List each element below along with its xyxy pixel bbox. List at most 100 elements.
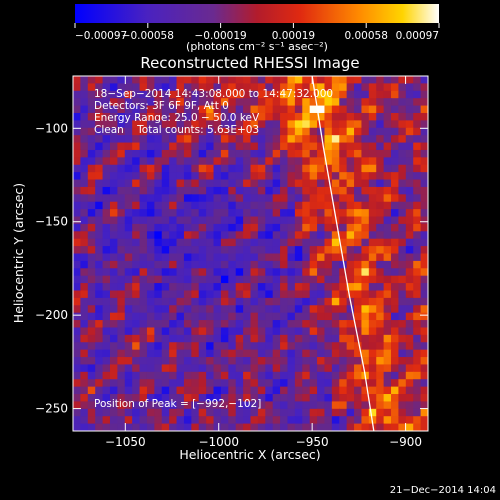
heatmap-cell (109, 216, 118, 225)
heatmap-cell (413, 90, 422, 99)
heatmap-cell (198, 379, 207, 388)
heatmap-cell (220, 401, 229, 410)
heatmap-cell (420, 149, 428, 158)
heatmap-cell (272, 112, 281, 121)
heatmap-cell (206, 209, 215, 218)
heatmap-cell (139, 246, 148, 255)
heatmap-cell (287, 120, 296, 129)
heatmap-cell (198, 275, 207, 284)
heatmap-cell (87, 334, 96, 343)
heatmap-cell (235, 342, 244, 351)
heatmap-cell (287, 98, 296, 107)
heatmap-cell (280, 357, 289, 366)
heatmap-cell (324, 297, 333, 306)
heatmap-cell (102, 98, 111, 107)
heatmap-cell (176, 186, 185, 195)
heatmap-cell (117, 246, 126, 255)
heatmap-cell (183, 120, 192, 129)
heatmap-cell (235, 327, 244, 336)
heatmap-cell (102, 194, 111, 203)
heatmap-cell (73, 394, 81, 403)
heatmap-cell (102, 312, 111, 321)
heatmap-cell (405, 371, 414, 380)
heatmap-cell (132, 246, 141, 255)
heatmap-cell (294, 312, 303, 321)
heatmap-cell (280, 112, 289, 121)
heatmap-cell (132, 268, 141, 277)
heatmap-cell (102, 112, 111, 121)
heatmap-cell (87, 297, 96, 306)
heatmap-cell (102, 260, 111, 269)
heatmap-cell (213, 394, 222, 403)
heatmap-cell (391, 98, 400, 107)
heatmap-cell (206, 83, 215, 92)
heatmap-cell (183, 394, 192, 403)
heatmap-cell (124, 334, 133, 343)
heatmap-cell (139, 194, 148, 203)
heatmap-cell (302, 423, 311, 431)
heatmap-cell (287, 312, 296, 321)
heatmap-cell (294, 342, 303, 351)
heatmap-cell (169, 379, 178, 388)
heatmap-cell (235, 98, 244, 107)
heatmap-cell (294, 142, 303, 151)
heatmap-cell (243, 90, 252, 99)
heatmap-cell (73, 112, 81, 121)
heatmap-cell (191, 209, 200, 218)
heatmap-cell (220, 371, 229, 380)
heatmap-cell (398, 142, 407, 151)
heatmap-cell (169, 201, 178, 210)
heatmap-cell (413, 231, 422, 240)
heatmap-cell (280, 386, 289, 395)
heatmap-cell (398, 231, 407, 240)
heatmap-cell (257, 142, 266, 151)
heatmap-cell (339, 194, 348, 203)
heatmap-cell (420, 120, 428, 129)
heatmap-cell (257, 246, 266, 255)
heatmap-cell (243, 297, 252, 306)
heatmap-cell (213, 334, 222, 343)
heatmap-cell (265, 209, 274, 218)
heatmap-cell (346, 209, 355, 218)
heatmap-cell (420, 386, 428, 395)
heatmap-cell (420, 349, 428, 358)
heatmap-cell (109, 423, 118, 431)
heatmap-cell (287, 209, 296, 218)
heatmap-cell (405, 209, 414, 218)
heatmap-cell (243, 120, 252, 129)
heatmap-cell (146, 364, 155, 373)
heatmap-cell (346, 98, 355, 107)
heatmap-cell (376, 201, 385, 210)
heatmap-cell (413, 223, 422, 232)
heatmap-cell (243, 320, 252, 329)
heatmap-cell (87, 408, 96, 417)
heatmap-cell (339, 209, 348, 218)
heatmap-cell (117, 238, 126, 247)
heatmap-cell (265, 90, 274, 99)
heatmap-cell (243, 231, 252, 240)
heatmap-cell (257, 349, 266, 358)
heatmap-cell (183, 334, 192, 343)
heatmap-cell (368, 394, 377, 403)
heatmap-cell (73, 305, 81, 314)
heatmap-cell (391, 312, 400, 321)
heatmap-cell (176, 297, 185, 306)
colorbar-tick-label: −0.00097 (75, 30, 127, 42)
heatmap-cell (154, 142, 163, 151)
heatmap-cell (102, 327, 111, 336)
heatmap-cell (95, 283, 104, 292)
heatmap-cell (191, 379, 200, 388)
heatmap-cell (368, 253, 377, 262)
heatmap-cell (398, 364, 407, 373)
heatmap-cell (73, 238, 81, 247)
heatmap-cell (420, 83, 428, 92)
heatmap-cell (405, 149, 414, 158)
heatmap-cell (95, 127, 104, 136)
heatmap-cell (405, 423, 414, 431)
heatmap-cell (265, 194, 274, 203)
heatmap-cell (413, 260, 422, 269)
heatmap-cell (117, 401, 126, 410)
heatmap-cell (80, 90, 89, 99)
heatmap-cell (161, 268, 170, 277)
